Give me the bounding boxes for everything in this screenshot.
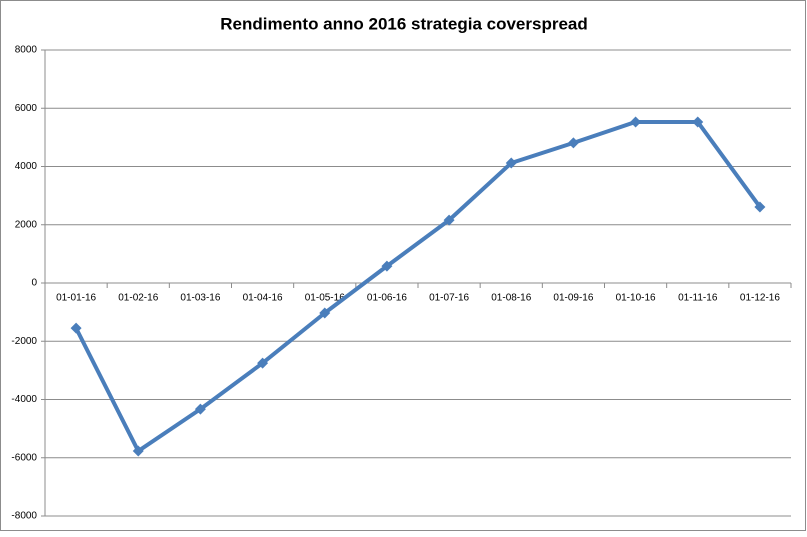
x-tick-label: 01-10-16 <box>616 293 656 304</box>
y-tick-label: 6000 <box>15 103 38 114</box>
data-marker <box>70 322 82 334</box>
y-tick-label: -8000 <box>11 511 37 522</box>
data-marker <box>567 137 579 149</box>
x-tick-label: 01-09-16 <box>553 293 593 304</box>
data-marker <box>381 260 393 272</box>
x-tick-label: 01-06-16 <box>367 293 407 304</box>
x-tick-label: 01-11-16 <box>678 293 718 304</box>
y-tick-label: 8000 <box>15 45 38 56</box>
y-tick-label: -2000 <box>11 336 37 347</box>
data-marker <box>505 157 517 169</box>
x-tick-label: 01-05-16 <box>305 293 345 304</box>
x-tick-label: 01-12-16 <box>740 293 780 304</box>
x-tick-label: 01-03-16 <box>180 293 220 304</box>
data-marker <box>257 357 269 369</box>
data-marker <box>754 201 766 213</box>
y-tick-label: 4000 <box>15 161 38 172</box>
data-marker <box>443 214 455 226</box>
y-tick-label: -4000 <box>11 394 37 405</box>
x-tick-label: 01-01-16 <box>56 293 96 304</box>
data-line <box>74 119 762 454</box>
data-marker <box>630 116 642 128</box>
y-tick-label: 0 <box>31 278 37 289</box>
x-tick-label: 01-04-16 <box>243 293 283 304</box>
data-marker <box>132 445 144 457</box>
x-tick-label: 01-08-16 <box>491 293 531 304</box>
x-tick-label: 01-07-16 <box>429 293 469 304</box>
data-marker <box>194 403 206 415</box>
x-tick-label: 01-02-16 <box>118 293 158 304</box>
data-marker <box>319 307 331 319</box>
y-tick-label: -6000 <box>11 452 37 463</box>
y-tick-label: 2000 <box>15 219 38 230</box>
data-marker <box>692 116 704 128</box>
chart-title: Rendimento anno 2016 strategia coverspre… <box>220 14 588 33</box>
